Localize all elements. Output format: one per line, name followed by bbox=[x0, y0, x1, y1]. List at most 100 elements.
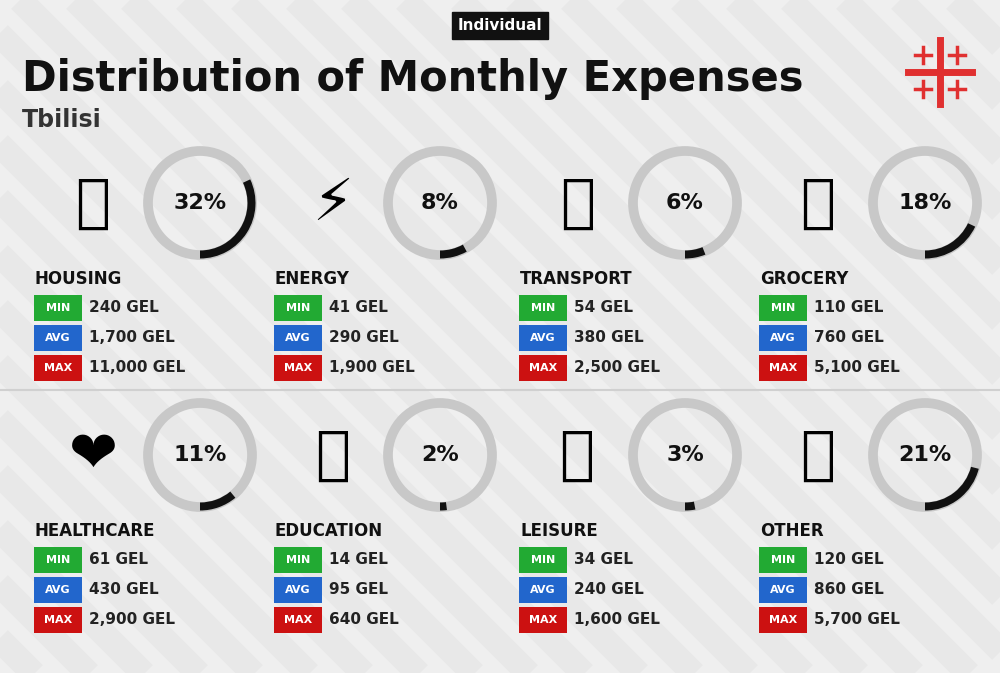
Wedge shape bbox=[440, 502, 447, 511]
Text: MAX: MAX bbox=[44, 615, 72, 625]
Text: MAX: MAX bbox=[284, 363, 312, 373]
Text: Distribution of Monthly Expenses: Distribution of Monthly Expenses bbox=[22, 58, 804, 100]
FancyBboxPatch shape bbox=[274, 577, 322, 603]
Text: AVG: AVG bbox=[45, 333, 71, 343]
Text: MIN: MIN bbox=[286, 555, 310, 565]
FancyBboxPatch shape bbox=[274, 607, 322, 633]
Text: 120 GEL: 120 GEL bbox=[814, 553, 884, 567]
FancyBboxPatch shape bbox=[759, 577, 807, 603]
Text: AVG: AVG bbox=[770, 585, 796, 595]
Wedge shape bbox=[685, 501, 695, 511]
Text: ENERGY: ENERGY bbox=[275, 270, 350, 288]
Text: 1,900 GEL: 1,900 GEL bbox=[329, 361, 415, 376]
FancyBboxPatch shape bbox=[519, 607, 567, 633]
Text: 95 GEL: 95 GEL bbox=[329, 583, 388, 598]
Text: 11%: 11% bbox=[173, 445, 227, 465]
Text: MAX: MAX bbox=[44, 363, 72, 373]
Text: AVG: AVG bbox=[530, 585, 556, 595]
Text: ⚡: ⚡ bbox=[312, 174, 354, 232]
Wedge shape bbox=[925, 223, 975, 258]
Text: 5,700 GEL: 5,700 GEL bbox=[814, 612, 900, 627]
Text: MAX: MAX bbox=[284, 615, 312, 625]
Text: 14 GEL: 14 GEL bbox=[329, 553, 388, 567]
Text: 430 GEL: 430 GEL bbox=[89, 583, 159, 598]
Text: 11,000 GEL: 11,000 GEL bbox=[89, 361, 185, 376]
Text: 640 GEL: 640 GEL bbox=[329, 612, 399, 627]
Text: 👜: 👜 bbox=[800, 427, 836, 483]
Text: 41 GEL: 41 GEL bbox=[329, 301, 388, 316]
Text: MAX: MAX bbox=[769, 363, 797, 373]
FancyBboxPatch shape bbox=[34, 547, 82, 573]
Text: 54 GEL: 54 GEL bbox=[574, 301, 633, 316]
FancyBboxPatch shape bbox=[759, 607, 807, 633]
Wedge shape bbox=[200, 491, 235, 511]
FancyBboxPatch shape bbox=[519, 295, 567, 321]
FancyBboxPatch shape bbox=[759, 295, 807, 321]
Text: AVG: AVG bbox=[285, 333, 311, 343]
Wedge shape bbox=[440, 244, 467, 258]
Text: 34 GEL: 34 GEL bbox=[574, 553, 633, 567]
Text: 290 GEL: 290 GEL bbox=[329, 330, 399, 345]
Text: HOUSING: HOUSING bbox=[35, 270, 122, 288]
Text: 8%: 8% bbox=[421, 193, 459, 213]
Text: AVG: AVG bbox=[530, 333, 556, 343]
Text: MAX: MAX bbox=[529, 363, 557, 373]
FancyBboxPatch shape bbox=[34, 577, 82, 603]
Text: 🎓: 🎓 bbox=[316, 427, 351, 483]
Text: 6%: 6% bbox=[666, 193, 704, 213]
FancyBboxPatch shape bbox=[519, 547, 567, 573]
Text: 🛍️: 🛍️ bbox=[560, 427, 596, 483]
FancyBboxPatch shape bbox=[759, 355, 807, 381]
Text: 1,700 GEL: 1,700 GEL bbox=[89, 330, 175, 345]
FancyBboxPatch shape bbox=[274, 547, 322, 573]
FancyBboxPatch shape bbox=[759, 325, 807, 351]
Text: OTHER: OTHER bbox=[760, 522, 824, 540]
Text: 3%: 3% bbox=[666, 445, 704, 465]
Text: HEALTHCARE: HEALTHCARE bbox=[35, 522, 156, 540]
Text: Individual: Individual bbox=[458, 18, 542, 33]
FancyBboxPatch shape bbox=[34, 607, 82, 633]
Text: 5,100 GEL: 5,100 GEL bbox=[814, 361, 900, 376]
Text: MIN: MIN bbox=[771, 555, 795, 565]
Text: 32%: 32% bbox=[173, 193, 227, 213]
FancyBboxPatch shape bbox=[519, 355, 567, 381]
Text: AVG: AVG bbox=[285, 585, 311, 595]
Text: 380 GEL: 380 GEL bbox=[574, 330, 644, 345]
Text: MIN: MIN bbox=[46, 555, 70, 565]
Text: 18%: 18% bbox=[898, 193, 952, 213]
Text: MIN: MIN bbox=[46, 303, 70, 313]
Wedge shape bbox=[200, 180, 255, 258]
Text: MAX: MAX bbox=[769, 615, 797, 625]
Text: AVG: AVG bbox=[45, 585, 71, 595]
FancyBboxPatch shape bbox=[519, 577, 567, 603]
Text: 🏢: 🏢 bbox=[76, 174, 110, 232]
Text: LEISURE: LEISURE bbox=[520, 522, 598, 540]
FancyBboxPatch shape bbox=[34, 355, 82, 381]
FancyBboxPatch shape bbox=[274, 325, 322, 351]
Text: EDUCATION: EDUCATION bbox=[275, 522, 383, 540]
Text: 🚌: 🚌 bbox=[560, 174, 596, 232]
FancyBboxPatch shape bbox=[759, 547, 807, 573]
Text: AVG: AVG bbox=[770, 333, 796, 343]
Text: 760 GEL: 760 GEL bbox=[814, 330, 884, 345]
Text: 🛒: 🛒 bbox=[800, 174, 836, 232]
Text: TRANSPORT: TRANSPORT bbox=[520, 270, 633, 288]
Text: 860 GEL: 860 GEL bbox=[814, 583, 884, 598]
Text: Tbilisi: Tbilisi bbox=[22, 108, 102, 132]
Text: 2%: 2% bbox=[421, 445, 459, 465]
Text: MIN: MIN bbox=[531, 303, 555, 313]
Text: MAX: MAX bbox=[529, 615, 557, 625]
Text: 110 GEL: 110 GEL bbox=[814, 301, 883, 316]
FancyBboxPatch shape bbox=[274, 355, 322, 381]
Text: 2,900 GEL: 2,900 GEL bbox=[89, 612, 175, 627]
FancyBboxPatch shape bbox=[274, 295, 322, 321]
Text: 61 GEL: 61 GEL bbox=[89, 553, 148, 567]
FancyBboxPatch shape bbox=[519, 325, 567, 351]
FancyBboxPatch shape bbox=[34, 325, 82, 351]
Wedge shape bbox=[925, 467, 979, 511]
Text: MIN: MIN bbox=[286, 303, 310, 313]
Text: 240 GEL: 240 GEL bbox=[89, 301, 159, 316]
Text: 240 GEL: 240 GEL bbox=[574, 583, 644, 598]
Text: ❤️: ❤️ bbox=[69, 427, 117, 483]
Text: 1,600 GEL: 1,600 GEL bbox=[574, 612, 660, 627]
